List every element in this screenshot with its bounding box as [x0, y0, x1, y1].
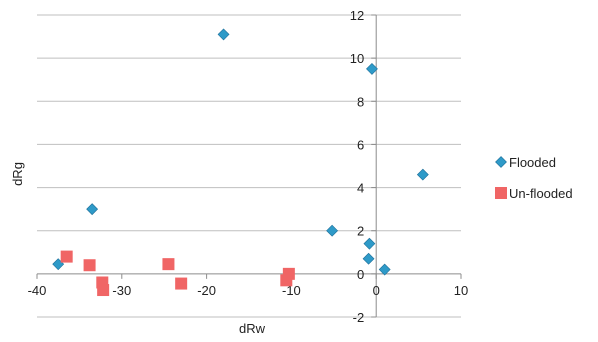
- y-tick-label: -2: [353, 310, 365, 325]
- gridlines: [37, 14, 461, 318]
- legend-label-un-flooded: Un-flooded: [509, 186, 573, 201]
- data-point-un-flooded: [162, 258, 175, 271]
- x-axis-label: dRw: [239, 321, 266, 336]
- data-point-flooded: [217, 28, 230, 41]
- y-tick-label: 6: [357, 137, 364, 152]
- x-tick-label: 0: [373, 283, 380, 298]
- y-tick-label: 4: [357, 181, 364, 196]
- y-tick-label: 2: [357, 224, 364, 239]
- data-point-un-flooded: [83, 259, 96, 272]
- x-tick-label: -30: [112, 283, 131, 298]
- axes: [36, 14, 462, 318]
- data-point-flooded: [378, 263, 391, 276]
- y-tick-label: 8: [357, 94, 364, 109]
- legend-item-flooded: Flooded: [495, 155, 556, 170]
- x-tick-label: -20: [197, 283, 216, 298]
- x-tick-label: 10: [454, 283, 468, 298]
- data-point-flooded: [362, 252, 375, 265]
- x-tick-label: -40: [28, 283, 47, 298]
- data-point-un-flooded: [97, 284, 110, 297]
- data-point-flooded: [416, 168, 429, 181]
- x-tick-label: -10: [282, 283, 301, 298]
- legend: Flooded Un-flooded: [495, 155, 573, 201]
- data-point-flooded: [326, 224, 339, 237]
- data-point-flooded: [86, 203, 99, 216]
- y-tick-label: 10: [350, 51, 364, 66]
- y-tick-label: 0: [357, 267, 364, 282]
- data-point-un-flooded: [280, 274, 293, 287]
- data-point-flooded: [366, 63, 378, 75]
- data-point-un-flooded: [175, 277, 188, 290]
- legend-marker-un-flooded: [495, 187, 507, 199]
- data-point-un-flooded: [60, 250, 73, 263]
- y-tick-label: 12: [350, 8, 364, 23]
- legend-item-un-flooded: Un-flooded: [495, 186, 573, 201]
- legend-label-flooded: Flooded: [509, 155, 556, 170]
- data-point-flooded: [363, 237, 376, 250]
- legend-marker-flooded: [495, 156, 507, 168]
- y-axis-label: dRg: [10, 162, 25, 186]
- data-points: [52, 28, 429, 297]
